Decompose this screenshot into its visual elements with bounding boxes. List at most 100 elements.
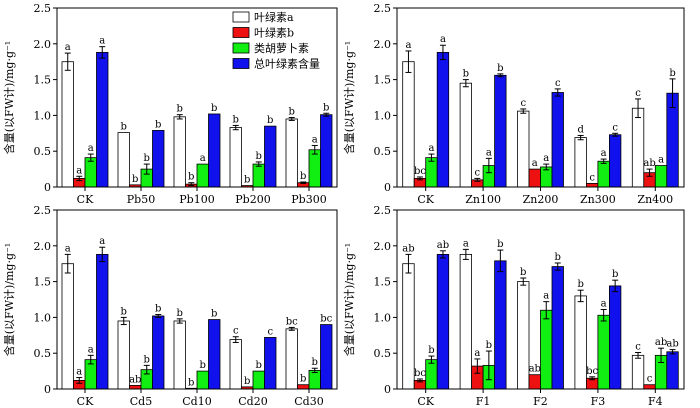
x-tick-label: Cd30 bbox=[294, 395, 323, 408]
x-tick-label: F1 bbox=[476, 395, 491, 408]
x-tick-label: Pb100 bbox=[179, 193, 214, 206]
y-tick-label: 0 bbox=[384, 181, 391, 194]
significance-label: b bbox=[497, 63, 503, 74]
significance-label: b bbox=[144, 153, 150, 164]
significance-label: ab bbox=[643, 158, 655, 169]
chart-panel-2: 00.51.01.52.02.5含量(以FW计)/mg·g⁻¹ abcaaCKbc… bbox=[342, 2, 685, 206]
x-tick-label: CK bbox=[77, 193, 94, 206]
bar bbox=[609, 285, 622, 390]
bar bbox=[84, 157, 97, 188]
y-tick-label: 0.5 bbox=[34, 347, 52, 360]
bar bbox=[208, 319, 221, 390]
y-axis-label: 含量(以FW计)/mg·g⁻¹ bbox=[2, 41, 16, 154]
significance-label: b bbox=[497, 239, 503, 250]
bar bbox=[494, 74, 507, 188]
significance-label: ab bbox=[655, 337, 667, 348]
x-tick-label: Pb200 bbox=[235, 193, 270, 206]
bar bbox=[631, 107, 645, 188]
bar bbox=[459, 82, 473, 188]
significance-label: ab bbox=[529, 364, 541, 375]
bar bbox=[173, 320, 186, 390]
x-tick-label: CK bbox=[77, 395, 94, 408]
bar bbox=[229, 127, 242, 188]
y-axis-label: 含量(以FW计)/mg·g⁻¹ bbox=[342, 41, 356, 154]
x-tick-label: F2 bbox=[533, 395, 548, 408]
significance-label: b bbox=[244, 175, 250, 186]
chart-panel-3: 00.51.01.52.02.5含量(以FW计)/mg·g⁻¹ aaaaCKbab… bbox=[2, 204, 338, 408]
significance-label: b bbox=[256, 151, 262, 162]
significance-label: b bbox=[289, 107, 295, 118]
x-tick-label: Cd10 bbox=[182, 395, 211, 408]
bar bbox=[285, 118, 298, 188]
significance-label: b bbox=[520, 267, 526, 278]
bar bbox=[609, 134, 622, 188]
significance-label: b bbox=[177, 308, 183, 319]
significance-label: b bbox=[555, 252, 561, 263]
y-tick-label: 0 bbox=[384, 383, 391, 396]
significance-label: b bbox=[267, 115, 273, 126]
legend-label: 总叶绿素含量 bbox=[254, 57, 320, 71]
significance-label: bc bbox=[586, 366, 598, 377]
bar bbox=[436, 51, 450, 188]
y-tick-label: 1.5 bbox=[374, 74, 392, 87]
significance-label: c bbox=[635, 88, 641, 99]
y-axis-label: 含量(以FW计)/mg·g⁻¹ bbox=[2, 243, 16, 356]
bar bbox=[61, 61, 74, 188]
significance-label: b bbox=[463, 69, 469, 80]
significance-label: c bbox=[589, 172, 595, 183]
significance-label: b bbox=[200, 360, 206, 371]
y-tick-label: 2.5 bbox=[34, 204, 52, 217]
y-tick-label: 1.5 bbox=[34, 276, 52, 289]
bar bbox=[459, 253, 473, 390]
significance-label: b bbox=[244, 376, 250, 387]
significance-label: a bbox=[99, 36, 105, 47]
bar bbox=[425, 359, 438, 390]
significance-label: a bbox=[65, 243, 71, 254]
significance-label: a bbox=[601, 299, 607, 310]
y-tick-label: 1.0 bbox=[374, 109, 392, 122]
bar bbox=[586, 183, 599, 188]
significance-label: a bbox=[99, 236, 105, 247]
significance-label: b bbox=[211, 103, 217, 114]
bar bbox=[597, 160, 610, 188]
significance-label: b bbox=[428, 345, 434, 356]
bar bbox=[96, 253, 109, 390]
x-tick-label: Pb50 bbox=[127, 193, 155, 206]
significance-label: a bbox=[543, 153, 549, 164]
y-tick-label: 2.5 bbox=[374, 2, 392, 15]
significance-label: a bbox=[76, 367, 82, 378]
significance-label: b bbox=[211, 309, 217, 320]
bar bbox=[208, 113, 221, 188]
bar bbox=[574, 137, 587, 188]
legend-label: 叶绿素a bbox=[254, 10, 294, 24]
bar bbox=[425, 157, 438, 188]
significance-label: c bbox=[267, 326, 273, 337]
significance-label: a bbox=[601, 148, 607, 159]
significance-label: a bbox=[405, 40, 411, 51]
significance-label: c bbox=[475, 167, 481, 178]
bar bbox=[654, 165, 668, 188]
legend-label: 叶绿素b bbox=[254, 26, 294, 40]
bar bbox=[61, 263, 74, 390]
bar bbox=[252, 370, 265, 390]
x-tick-label: F3 bbox=[591, 395, 606, 408]
significance-label: b bbox=[256, 360, 262, 371]
significance-label: b bbox=[155, 119, 161, 130]
y-tick-label: 1.0 bbox=[374, 311, 392, 324]
bar bbox=[320, 114, 333, 188]
bar bbox=[196, 370, 209, 390]
significance-label: bc bbox=[414, 368, 426, 379]
significance-label: c bbox=[635, 341, 641, 352]
bar bbox=[96, 51, 109, 188]
legend-swatch bbox=[232, 42, 250, 54]
bar bbox=[308, 369, 321, 390]
bar bbox=[402, 61, 415, 188]
plot-frame bbox=[396, 7, 685, 188]
significance-label: bc bbox=[286, 316, 298, 327]
significance-label: b bbox=[300, 374, 306, 385]
significance-label: a bbox=[543, 291, 549, 302]
y-tick-label: 0 bbox=[44, 181, 51, 194]
chart-panel-1: 00.51.01.52.02.5含量(以FW计)/mg·g⁻¹ aaaaCKbbb… bbox=[2, 2, 338, 206]
y-tick-label: 2.0 bbox=[34, 38, 52, 51]
y-tick-label: 2.0 bbox=[374, 38, 392, 51]
